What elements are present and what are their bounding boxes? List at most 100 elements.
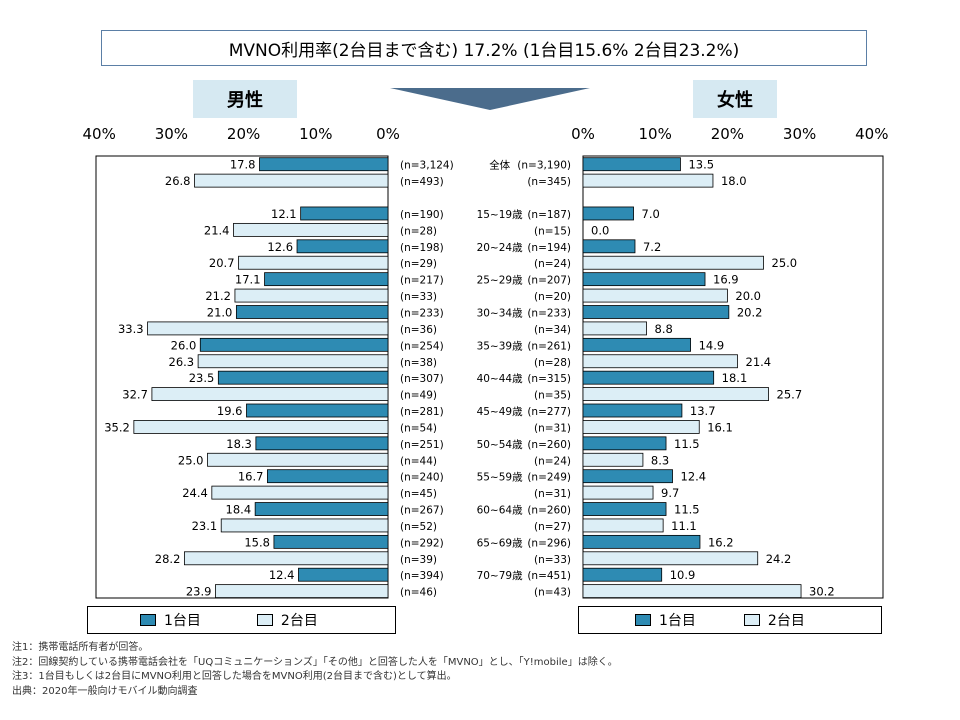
data-label-male: 12.6 [267,240,293,254]
sample-size-label-female: (n=24) [534,258,571,270]
bar-male-second [211,485,389,500]
bar-female-first [582,534,701,549]
bar-male-first [264,272,389,287]
sample-size-label-male: (n=233) [400,307,444,319]
bar-male-second [133,420,389,434]
sample-size-label-female: (n=260) [527,505,571,517]
sample-size-label-female: (n=451) [527,570,571,582]
footnote: 注2：回線契約している携帯電話会社を「UQコミュニケーションズ」「その他」と回答… [12,656,618,668]
data-label-female: 11.5 [674,437,700,451]
data-label-male: 18.4 [226,503,252,517]
data-label-male: 26.8 [165,174,191,188]
data-label-female: 20.0 [735,289,761,303]
bar-female-first [582,157,681,172]
category-label: 15~19歳 [477,209,524,221]
axis-tick-label-male: 40% [83,125,116,143]
sample-size-label-female: (n=34) [534,324,571,336]
sample-size-label-male: (n=198) [400,242,444,254]
legend-swatch-first [635,614,651,626]
legend-swatch-second [743,614,760,626]
legend-item-second: 2台目 [256,610,318,630]
sample-size-label-female: (n=233) [527,307,571,319]
data-label-female: 16.9 [713,273,739,287]
category-label: 30~34歳 [477,307,524,319]
sample-size-label-female: (n=24) [534,455,571,467]
bar-female-second [582,173,714,188]
bar-male-second [234,288,389,303]
bar-male-first [298,567,389,582]
data-label-male: 26.0 [171,338,197,352]
sample-size-label-female: (n=31) [534,488,571,500]
bar-female-first [582,272,706,287]
legend-label-first: 1台目 [164,613,201,629]
legend-label-first: 1台目 [659,613,696,629]
data-label-male: 18.3 [226,437,252,451]
data-label-male: 12.4 [269,568,295,582]
data-label-male: 33.3 [118,322,144,336]
bar-female-second [582,485,654,500]
bar-female-first [582,239,636,254]
bar-female-first [582,403,683,418]
sample-size-label-male: (n=46) [400,587,437,599]
bar-male-first [199,337,389,352]
data-label-female: 11.5 [674,503,700,517]
bar-male-second [151,387,389,401]
data-label-female: 8.3 [651,453,669,467]
footnote: 注3：1台目もしくは2台目にMVNO利用と回答した場合をMVNO利用(2台目まで… [12,671,457,682]
sample-size-label-male: (n=394) [400,570,444,582]
chart-title: MVNO利用率(2台目まで含む) 17.2% (1台目15.6% 2台目23.2… [101,30,867,66]
bar-female-first [582,370,715,385]
data-label-female: 13.7 [690,404,716,418]
sample-size-label-female: (n=249) [527,472,571,484]
data-label-female: 7.0 [642,207,660,221]
category-label: 70~79歳 [477,570,524,582]
data-label-female: 30.2 [809,585,835,599]
legend-item-first: 1台目 [140,610,201,630]
bar-male-second [233,222,389,237]
sample-size-label-male: (n=493) [400,176,444,188]
bar-male-first [267,469,389,484]
data-label-female: 13.5 [688,158,714,172]
data-label-male: 21.2 [205,289,231,303]
sample-size-label-female: (n=31) [534,422,571,434]
sample-size-label-male: (n=29) [400,258,437,270]
axis-tick-label-male: 0% [376,125,400,143]
data-label-male: 26.3 [169,355,195,369]
sample-size-label-male: (n=39) [400,554,437,566]
data-label-female: 25.0 [772,256,798,270]
data-label-male: 28.2 [155,552,181,566]
sample-size-label-male: (n=251) [400,439,444,451]
sample-size-label-male: (n=49) [400,390,437,402]
sample-size-label-male: (n=190) [400,209,444,221]
legend-male: 1台目 2台目 [87,606,396,634]
legend-item-first: 1台目 [635,610,696,630]
axis-tick-label-male: 10% [299,125,332,143]
bar-female-second [582,551,759,566]
bar-female-second [582,288,728,303]
data-label-male: 23.1 [192,519,218,533]
sample-size-label-female: (n=15) [534,225,571,237]
bar-female-second [582,452,644,467]
bar-male-first [296,239,389,254]
data-label-male: 19.6 [217,404,243,418]
sample-size-label-female: (n=187) [527,209,571,221]
sample-size-label-female: (n=194) [527,242,571,254]
down-arrow-icon [390,88,590,110]
sample-size-label-female: (n=207) [527,275,571,287]
sample-size-label-male: (n=281) [400,406,444,418]
category-label: 20~24歳 [477,242,524,254]
bar-male-second [194,173,389,188]
sample-size-label-male: (n=307) [400,373,444,385]
sample-size-label-male: (n=3,124) [400,160,454,172]
data-label-male: 24.4 [182,486,208,500]
sample-size-label-female: (n=296) [527,537,571,549]
bar-female-first [582,305,730,319]
bar-male-first [254,502,389,516]
data-label-female: 18.0 [721,174,747,188]
bar-male-second [220,518,389,533]
axis-tick-label-female: 10% [639,125,672,143]
bar-female-first [582,436,667,451]
data-label-male: 15.8 [244,535,270,549]
sample-size-label-female: (n=35) [534,390,571,402]
